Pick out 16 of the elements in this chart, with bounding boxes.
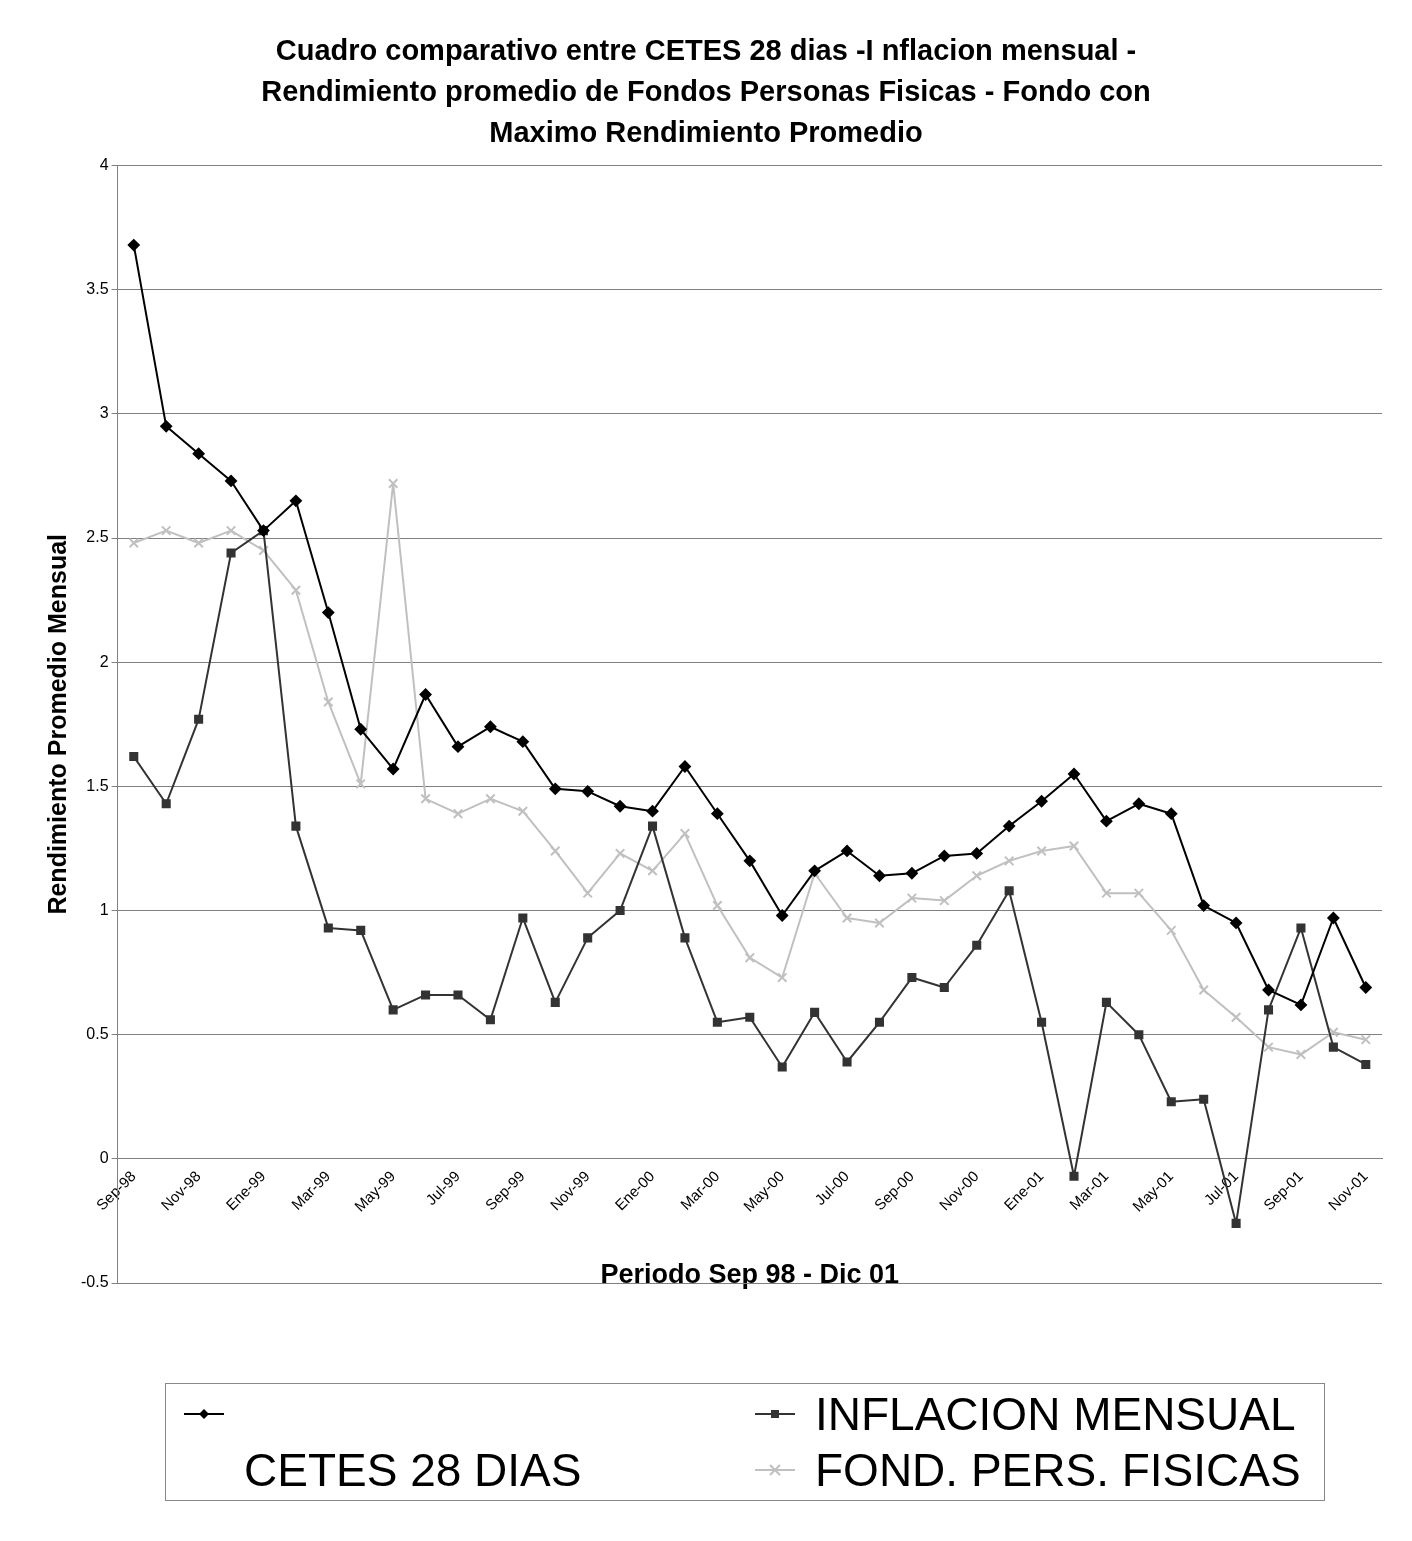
y-tick-label: 4 [99, 156, 109, 174]
y-tick-label: 3.5 [86, 280, 109, 298]
chart-title: Cuadro comparativo entre CETES 28 dias -I nflacion mensual - Rendimiento promedio de Fondos Personas Fisicas - Fondo con Maximo Rendimiento Promedio [260, 33, 1152, 150]
legend-label: INFLACION MENSUAL [815, 1387, 1296, 1442]
y-tick-label: 2.5 [86, 528, 109, 546]
y-tick-label: -0.5 [80, 1273, 109, 1291]
y-tick-label: 0.5 [86, 1025, 109, 1043]
legend-label: FOND. PERS. FISICAS [815, 1443, 1301, 1498]
y-tick-label: 1 [99, 900, 109, 918]
y-axis-title: Rendimiento Promedio Mensual [42, 534, 71, 915]
y-tick-label: 1.5 [86, 776, 109, 794]
x-axis-title: Periodo Sep 98 - Dic 01 [600, 1258, 900, 1289]
y-tick-label: 0 [99, 1149, 109, 1167]
text: CETES 28 DIAS [244, 1443, 582, 1498]
y-tick-label: 3 [99, 404, 109, 422]
y-tick-label: 2 [99, 652, 109, 670]
